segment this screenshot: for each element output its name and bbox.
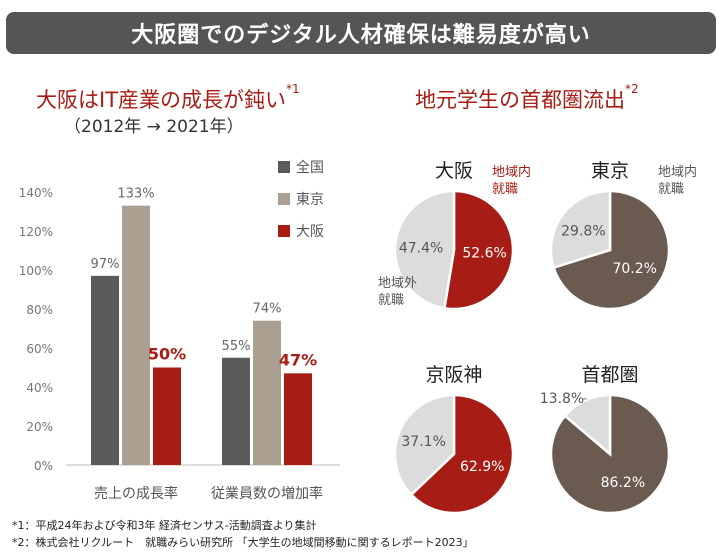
bar-data-label: 47% <box>279 350 317 369</box>
pie-charts: 大阪 52.6% 47.4% 東京 70.2% 29.8% 京阪神 62.9% 37.1% 首都圏… <box>378 160 697 515</box>
legend-label: 東京 <box>296 192 324 208</box>
left-section-title: 大阪はIT産業の成長が鈍い*1 <box>36 82 300 114</box>
bar <box>253 320 281 465</box>
pie-value-label-outside: 29.8% <box>561 223 605 239</box>
x-tick-label: 売上の成長率 <box>94 485 178 502</box>
pie-value-label-outside: 13.8% <box>540 391 584 407</box>
legend-label: 大阪 <box>296 224 324 240</box>
pie-value-label-inside: 62.9% <box>460 459 504 475</box>
y-tick-label: 140% <box>19 186 53 200</box>
pie-slice-outside <box>393 393 456 497</box>
pie-slice-inside <box>409 393 515 515</box>
bar-data-label: 133% <box>117 187 154 202</box>
pie-annotation-osaka-inside: 地域内就職 <box>492 164 531 197</box>
y-tick-label: 120% <box>19 225 53 239</box>
y-tick-label: 80% <box>26 303 53 317</box>
footnote-1: *1：平成24年および令和3年 経済センサス-活動調査より集計 <box>12 519 317 532</box>
left-section-subtitle: （2012年 → 2021年） <box>64 117 244 137</box>
bar <box>284 373 312 465</box>
pie-title: 京阪神 <box>425 364 482 386</box>
legend-swatch <box>278 225 290 237</box>
bar <box>153 367 181 465</box>
pie-slice-outside <box>549 189 612 270</box>
y-tick-label: 100% <box>19 264 53 278</box>
pie-value-label-outside: 47.4% <box>399 240 443 256</box>
pie-annotation-tokyo-inside: 地域内就職 <box>658 164 697 197</box>
pie-title: 首都圏 <box>581 364 638 386</box>
pie-value-label-inside: 86.2% <box>601 475 645 491</box>
pie-value-label-outside: 37.1% <box>401 434 445 450</box>
pie-title: 大阪 <box>435 160 473 182</box>
pie-title: 東京 <box>591 160 629 182</box>
bar-data-label: 55% <box>222 339 251 354</box>
y-tick-label: 40% <box>26 381 53 395</box>
pie-value-label-inside: 70.2% <box>612 261 656 277</box>
x-tick-label: 従業員数の増加率 <box>211 485 323 502</box>
bar-data-label: 74% <box>253 302 282 317</box>
pie-slice-outside <box>563 393 612 457</box>
bar-chart: 0% 20% 40% 60% 80% 100% 120% 140% 97% 133% 50% 売上の成… <box>19 159 340 502</box>
pie-value-label-inside: 52.6% <box>462 246 506 262</box>
bar-data-label: 50% <box>148 345 186 364</box>
left-title-text: 大阪はIT産業の成長が鈍い <box>36 88 287 112</box>
pie-slice-outside <box>393 189 456 310</box>
right-title-text: 地元学生の首都圏流出 <box>415 88 625 112</box>
pie-annotation-osaka-outside: 地域外就職 <box>378 276 417 308</box>
pie-slice-inside <box>442 189 515 311</box>
pie-slice-inside <box>552 189 671 311</box>
legend-swatch <box>278 193 290 205</box>
y-tick-label: 20% <box>26 420 53 434</box>
bar <box>91 275 119 465</box>
y-tick-label: 60% <box>26 342 53 356</box>
legend-swatch <box>278 161 290 173</box>
page-banner: 大阪圏でのデジタル人材確保は難易度が高い <box>6 12 716 54</box>
bar <box>122 205 150 465</box>
right-title-note: *2 <box>625 82 639 96</box>
bar <box>222 357 250 465</box>
legend-label: 全国 <box>296 159 324 176</box>
bar-data-label: 97% <box>91 257 120 272</box>
right-section-title: 地元学生の首都圏流出*2 <box>415 82 639 114</box>
footnote-2: *2：株式会社リクルート 就職みらい研究所 「大学生の地域間移動に関するレポート… <box>12 536 474 549</box>
y-tick-label: 0% <box>34 459 53 473</box>
left-title-note: *1 <box>286 82 300 96</box>
